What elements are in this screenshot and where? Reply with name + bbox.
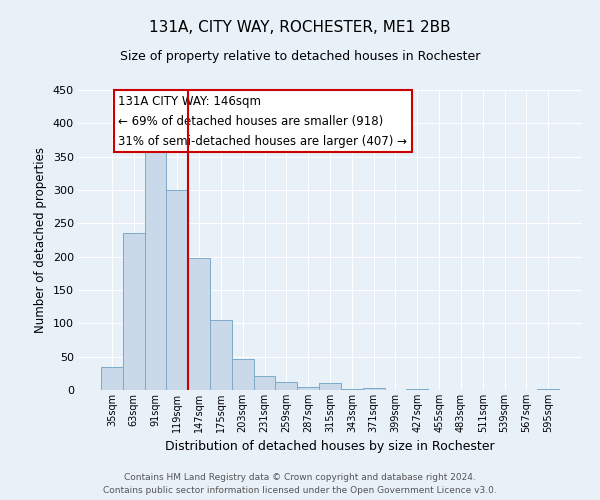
Bar — [210, 320, 232, 390]
Text: Contains HM Land Registry data © Crown copyright and database right 2024.: Contains HM Land Registry data © Crown c… — [124, 474, 476, 482]
Bar — [232, 360, 254, 390]
Text: Size of property relative to detached houses in Rochester: Size of property relative to detached ho… — [120, 50, 480, 63]
Bar — [319, 384, 341, 390]
Bar — [363, 388, 385, 390]
Text: 131A CITY WAY: 146sqm
← 69% of detached houses are smaller (918)
31% of semi-det: 131A CITY WAY: 146sqm ← 69% of detached … — [118, 94, 407, 148]
Bar — [297, 386, 319, 390]
X-axis label: Distribution of detached houses by size in Rochester: Distribution of detached houses by size … — [165, 440, 495, 454]
Bar — [188, 258, 210, 390]
Text: 131A, CITY WAY, ROCHESTER, ME1 2BB: 131A, CITY WAY, ROCHESTER, ME1 2BB — [149, 20, 451, 35]
Bar — [101, 366, 123, 390]
Y-axis label: Number of detached properties: Number of detached properties — [34, 147, 47, 333]
Bar — [406, 388, 428, 390]
Bar — [254, 376, 275, 390]
Bar — [275, 382, 297, 390]
Bar — [123, 234, 145, 390]
Bar — [145, 144, 166, 390]
Bar — [537, 388, 559, 390]
Bar — [166, 190, 188, 390]
Text: Contains public sector information licensed under the Open Government Licence v3: Contains public sector information licen… — [103, 486, 497, 495]
